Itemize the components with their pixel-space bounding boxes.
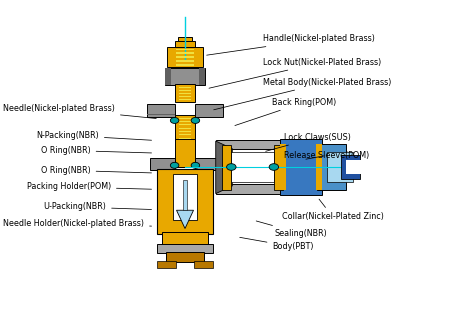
Bar [179, 87, 191, 88]
Bar [156, 169, 213, 233]
Bar [174, 84, 195, 102]
Text: Body(PBT): Body(PBT) [240, 237, 314, 251]
Circle shape [269, 164, 279, 170]
Text: Sealing(NBR): Sealing(NBR) [256, 221, 328, 238]
Bar [179, 121, 191, 122]
Bar [222, 149, 283, 184]
Bar [179, 96, 191, 97]
Bar [281, 144, 286, 190]
Bar [147, 105, 174, 117]
Text: Back Ring(POM): Back Ring(POM) [235, 98, 337, 126]
Bar [179, 125, 191, 126]
Bar [167, 47, 203, 67]
Text: Release Sleeve(POM): Release Sleeve(POM) [284, 151, 370, 160]
Bar [179, 138, 191, 139]
Text: Metal Body(Nickel-Plated Brass): Metal Body(Nickel-Plated Brass) [214, 78, 392, 110]
Circle shape [191, 118, 200, 124]
Bar [175, 48, 194, 50]
Bar [162, 232, 208, 245]
Bar [174, 41, 195, 47]
Bar [195, 105, 223, 117]
Bar [156, 244, 213, 254]
Bar [194, 261, 213, 269]
Bar [318, 144, 346, 190]
Bar [165, 68, 171, 85]
Bar [156, 261, 175, 269]
Text: Handle(Nickel-plated Brass): Handle(Nickel-plated Brass) [207, 34, 375, 55]
Polygon shape [216, 141, 232, 194]
Bar [216, 140, 299, 194]
Bar [166, 253, 204, 262]
Text: Lock Claws(SUS): Lock Claws(SUS) [265, 133, 351, 151]
Bar [231, 152, 274, 182]
Bar [183, 180, 187, 210]
Text: O Ring(NBR): O Ring(NBR) [41, 166, 152, 175]
Text: Lock Nut(Nickel-Plated Brass): Lock Nut(Nickel-Plated Brass) [209, 58, 381, 88]
Bar [175, 64, 194, 65]
Bar [173, 174, 197, 220]
Polygon shape [176, 210, 193, 228]
Bar [179, 128, 191, 129]
Bar [316, 144, 321, 190]
Bar [174, 116, 195, 140]
Bar [175, 60, 194, 62]
Bar [179, 118, 191, 119]
Circle shape [170, 162, 179, 168]
Bar [179, 134, 191, 135]
Bar [341, 155, 360, 179]
Bar [174, 139, 195, 167]
Bar [274, 145, 283, 190]
Bar [178, 37, 192, 41]
Circle shape [191, 162, 200, 168]
Text: O Ring(NBR): O Ring(NBR) [41, 146, 152, 155]
Circle shape [170, 118, 179, 124]
Bar [346, 160, 365, 174]
Text: Packing Holder(POM): Packing Holder(POM) [27, 182, 152, 191]
Bar [195, 158, 220, 170]
Text: Needle Holder(Nickel-plated Brass): Needle Holder(Nickel-plated Brass) [3, 219, 152, 228]
Text: N-Packing(NBR): N-Packing(NBR) [36, 131, 152, 140]
Bar [199, 68, 205, 85]
Bar [175, 52, 194, 54]
Bar [147, 114, 174, 116]
Bar [175, 56, 194, 58]
Bar [179, 93, 191, 94]
Text: U-Packing(NBR): U-Packing(NBR) [43, 202, 152, 211]
Bar [179, 100, 191, 101]
Bar [179, 131, 191, 132]
Bar [222, 145, 231, 190]
Bar [280, 139, 322, 195]
Text: Needle(Nickel-plated Brass): Needle(Nickel-plated Brass) [3, 104, 156, 119]
Bar [150, 158, 174, 170]
Bar [179, 90, 191, 91]
Bar [165, 68, 205, 85]
Circle shape [227, 164, 236, 170]
Bar [327, 152, 353, 182]
Text: Collar(Nickel-Plated Zinc): Collar(Nickel-Plated Zinc) [282, 199, 384, 221]
